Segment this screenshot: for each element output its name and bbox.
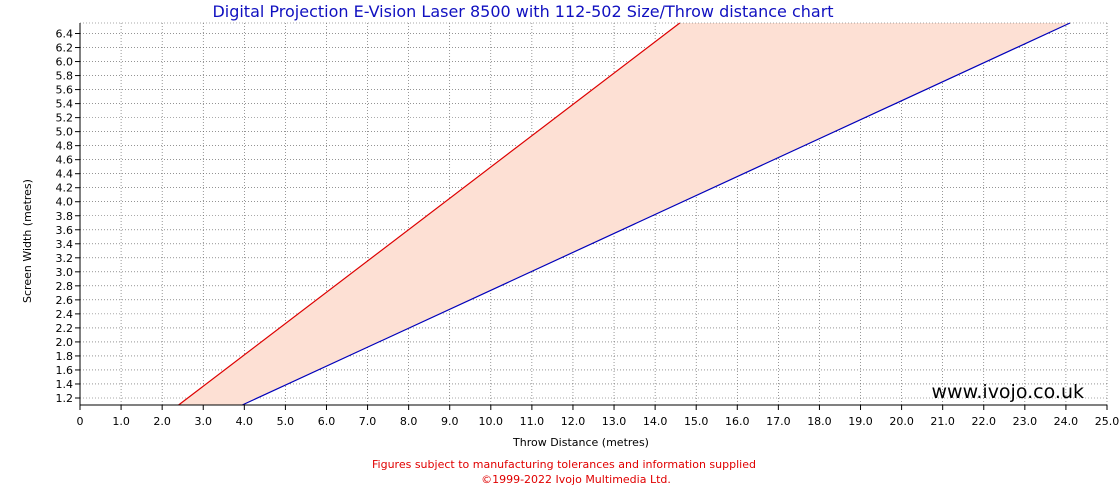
x-tick-label: 4.0 — [236, 415, 254, 428]
x-tick-label: 24.0 — [1054, 415, 1079, 428]
series-line-max-throw — [242, 22, 1071, 406]
y-tick-label: 3.4 — [56, 238, 74, 251]
y-tick-label: 1.8 — [56, 350, 74, 363]
throw-range-area — [178, 23, 1071, 405]
x-tick-label: 5.0 — [277, 415, 295, 428]
y-tick-label: 5.0 — [56, 126, 74, 139]
y-tick-label: 2.6 — [56, 294, 74, 307]
series-lines — [178, 22, 1071, 406]
y-axis-label: Screen Width (metres) — [21, 179, 34, 303]
x-tick-label: 19.0 — [848, 415, 873, 428]
y-tick-label: 2.8 — [56, 280, 74, 293]
x-axis-label: Throw Distance (metres) — [512, 436, 649, 449]
x-tick-label: 0 — [77, 415, 84, 428]
y-tick-label: 2.0 — [56, 336, 74, 349]
x-tick-label: 12.0 — [561, 415, 586, 428]
grid-lines — [80, 23, 1107, 405]
x-tick-label: 13.0 — [602, 415, 627, 428]
y-tick-label: 6.0 — [56, 56, 74, 69]
series-line-min-throw — [178, 22, 681, 406]
disclaimer-text: Figures subject to manufacturing toleran… — [372, 458, 756, 471]
y-tick-label: 6.2 — [56, 42, 74, 55]
y-tick-label: 5.2 — [56, 112, 74, 125]
throw-range-fill — [178, 23, 1071, 405]
y-tick-label: 4.8 — [56, 140, 74, 153]
x-tick-label: 16.0 — [725, 415, 750, 428]
y-tick-label: 1.4 — [56, 378, 74, 391]
y-tick-label: 3.8 — [56, 210, 74, 223]
x-tick-label: 17.0 — [766, 415, 791, 428]
y-tick-label: 6.4 — [56, 28, 74, 41]
x-tick-label: 20.0 — [889, 415, 914, 428]
y-tick-label: 2.4 — [56, 308, 74, 321]
watermark-text: www.ivojo.co.uk — [932, 381, 1085, 403]
y-tick-label: 3.6 — [56, 224, 74, 237]
x-tick-label: 11.0 — [520, 415, 545, 428]
x-tick-label: 9.0 — [441, 415, 459, 428]
x-tick-label: 23.0 — [1013, 415, 1038, 428]
x-tick-label: 10.0 — [479, 415, 504, 428]
x-tick-label: 21.0 — [930, 415, 955, 428]
y-tick-label: 1.6 — [56, 364, 74, 377]
y-tick-label: 4.2 — [56, 182, 74, 195]
x-tick-label: 3.0 — [194, 415, 212, 428]
x-tick-label: 14.0 — [643, 415, 668, 428]
copyright-text: ©1999-2022 Ivojo Multimedia Ltd. — [481, 473, 671, 486]
y-axis-ticks: 1.21.41.61.82.02.22.42.62.83.03.23.43.63… — [56, 28, 80, 405]
x-tick-label: 22.0 — [972, 415, 997, 428]
y-tick-label: 3.2 — [56, 252, 74, 265]
x-tick-label: 1.0 — [112, 415, 130, 428]
y-tick-label: 5.4 — [56, 98, 74, 111]
x-tick-label: 7.0 — [359, 415, 377, 428]
x-tick-label: 2.0 — [153, 415, 171, 428]
y-tick-label: 5.8 — [56, 70, 74, 83]
y-tick-label: 3.0 — [56, 266, 74, 279]
y-tick-label: 1.2 — [56, 392, 74, 405]
y-tick-label: 4.6 — [56, 154, 74, 167]
x-tick-label: 18.0 — [807, 415, 832, 428]
x-tick-label: 6.0 — [318, 415, 336, 428]
y-tick-label: 5.6 — [56, 84, 74, 97]
x-axis-ticks: 0 1.0 2.0 3.0 4.0 5.0 6.0 7.0 8.0 9.0 10.0 11.0 12.0… — [77, 405, 1120, 428]
plot-frame — [79, 22, 1108, 406]
y-tick-label: 4.0 — [56, 196, 74, 209]
chart-title: Digital Projection E-Vision Laser 8500 w… — [212, 2, 833, 21]
x-tick-label: 25.0 — [1095, 415, 1120, 428]
y-tick-label: 2.2 — [56, 322, 74, 335]
x-tick-label: 8.0 — [400, 415, 418, 428]
x-tick-label: 15.0 — [684, 415, 709, 428]
y-tick-label: 4.4 — [56, 168, 74, 181]
